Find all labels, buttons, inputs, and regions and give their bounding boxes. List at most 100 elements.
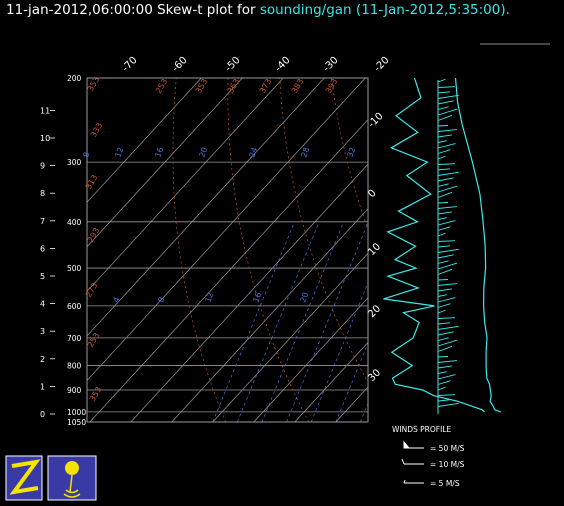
wind-barb xyxy=(437,211,452,215)
wind-barb xyxy=(437,129,457,132)
plot-frame xyxy=(86,77,369,423)
wind-barb xyxy=(437,337,449,341)
wind-barb xyxy=(437,309,446,314)
dry-adiabat-label: 353 xyxy=(88,385,103,403)
mixing-ratio-line xyxy=(261,221,345,422)
dry-adiabat-label: 373 xyxy=(258,77,273,95)
wind-barb xyxy=(437,177,454,182)
wind-barb xyxy=(437,220,456,226)
legend-title: WINDS PROFILE xyxy=(392,425,451,434)
wind-barb xyxy=(437,371,447,374)
height-label: 1 xyxy=(40,382,45,391)
balloon-icon xyxy=(65,461,79,475)
pressure-label: 400 xyxy=(67,218,82,227)
wind-barb xyxy=(437,288,452,292)
isotherm-line xyxy=(294,341,368,422)
height-label: 7 xyxy=(40,217,45,226)
wind-barb xyxy=(437,248,459,253)
height-label: 9 xyxy=(40,162,45,171)
dry-adiabat-label: 393 xyxy=(324,77,339,95)
height-label: 5 xyxy=(40,272,45,281)
height-label: 10 xyxy=(40,134,50,143)
mixing-ratio-label: 20 xyxy=(298,291,310,304)
wind-barb xyxy=(437,78,446,83)
legend-barb-50 xyxy=(403,440,424,449)
wind-barb xyxy=(437,106,449,110)
wind-barb xyxy=(437,191,453,198)
wind-barb xyxy=(437,232,446,237)
antenna-arcs-icon xyxy=(63,489,81,498)
pressure-label: 1050 xyxy=(67,418,86,427)
dry-adiabat xyxy=(172,78,226,422)
wind-barb xyxy=(437,297,456,303)
wind-barb xyxy=(437,386,446,391)
wind-barb xyxy=(437,322,450,325)
wind-barb xyxy=(437,240,456,242)
title-obs: (11-Jan-2012,5:35:00). xyxy=(355,2,510,18)
height-label: 3 xyxy=(40,327,45,336)
height-label: 2 xyxy=(40,355,45,364)
dry-adiabat-label: 333 xyxy=(89,121,104,139)
wind-barb xyxy=(437,108,458,116)
mixing-ratio-line xyxy=(459,222,541,422)
mixing-ratio-label: 4 xyxy=(111,296,121,304)
isotherm-line xyxy=(541,78,564,422)
wind-barb xyxy=(437,217,447,220)
isotherm-line xyxy=(87,78,202,203)
wind-barb xyxy=(437,206,457,209)
isotherm-line xyxy=(87,78,243,248)
mixing-ratio-line xyxy=(508,222,564,422)
chart-grid xyxy=(86,77,564,423)
title-label: Skew-t plot for xyxy=(157,2,256,18)
wind-barb xyxy=(437,185,458,193)
isotherm-right-label: 30 xyxy=(366,367,383,384)
wind-barb xyxy=(437,114,453,121)
wind-barb xyxy=(437,331,454,336)
mixing-ratio-line xyxy=(335,342,368,422)
isotherm-line xyxy=(89,119,368,422)
mixing-ratio-label: 28 xyxy=(299,146,311,159)
wind-barb xyxy=(437,260,449,264)
isotherm-line xyxy=(87,78,284,292)
chart-title: 11-jan-2012,06:00:00 Skew-t plot for sou… xyxy=(6,2,510,18)
wind-barb xyxy=(437,360,457,363)
wind-barb xyxy=(437,294,447,297)
dry-adiabat-label: 313 xyxy=(84,173,99,191)
legend-label-50: = 50 M/S xyxy=(430,444,465,453)
isotherm-top-label: -50 xyxy=(223,55,242,74)
wind-barb xyxy=(437,317,456,319)
isotherm-line xyxy=(87,78,325,337)
wind-barb xyxy=(437,365,452,369)
dry-adiabat xyxy=(539,78,564,422)
wind-barb xyxy=(437,399,450,402)
wind-barb xyxy=(437,86,456,88)
pressure-label: 1000 xyxy=(67,408,86,417)
mixing-ratio-label: 8 xyxy=(156,296,166,304)
mixing-ratio-line xyxy=(286,221,368,422)
dry-adiabat-label: 253 xyxy=(154,77,169,95)
wind-barb xyxy=(437,91,450,94)
mixing-ratio-label: 8 xyxy=(81,151,91,159)
wind-barb xyxy=(437,149,451,154)
isotherm-right-label: -10 xyxy=(366,111,385,130)
wind-barb xyxy=(437,226,451,231)
isotherm-line xyxy=(500,78,564,422)
isotherm-line xyxy=(130,163,368,422)
wind-barb xyxy=(437,262,458,270)
mixing-ratio-line xyxy=(237,221,320,422)
wind-barb xyxy=(437,143,456,149)
logo-z-glyph xyxy=(9,459,41,495)
title-time: 11-jan-2012,06:00:00 xyxy=(6,2,153,18)
wind-barb xyxy=(437,163,456,165)
isotherm-line xyxy=(87,78,366,381)
mixing-ratio-label: 16 xyxy=(153,146,165,159)
pressure-label: 300 xyxy=(67,158,82,167)
isotherm-line xyxy=(459,78,564,422)
isotherm-top-label: -40 xyxy=(273,55,292,74)
legend-label-5: = 5 M/S xyxy=(430,479,460,488)
temperature-trace xyxy=(454,77,502,413)
mixing-ratio-label: 12 xyxy=(113,146,125,159)
wind-barb xyxy=(437,325,459,330)
wind-barb xyxy=(437,245,450,248)
pressure-label: 700 xyxy=(67,334,82,343)
